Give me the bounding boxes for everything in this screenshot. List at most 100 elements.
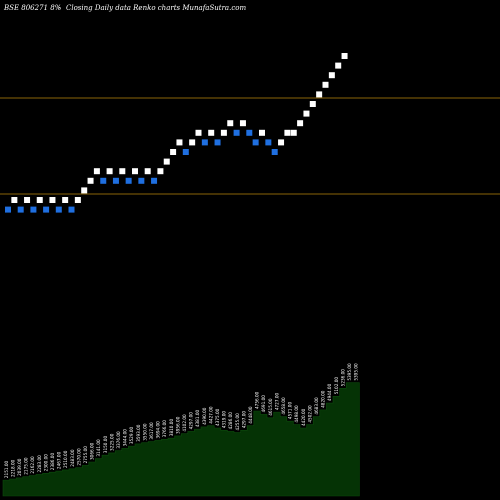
volume-label: 4319.00 <box>222 411 227 429</box>
volume-label: 3550.00 <box>142 423 147 441</box>
volume-label: 2386.00 <box>50 453 55 471</box>
up-brick <box>297 120 304 127</box>
down-brick <box>182 149 189 155</box>
volume-label: 5395.00 <box>354 363 359 381</box>
volume-area <box>2 382 360 497</box>
volume-label: 4944.00 <box>327 383 332 401</box>
volume-label: 2151.00 <box>4 460 9 478</box>
up-brick <box>74 197 81 203</box>
volume-label: 4297.00 <box>189 412 194 430</box>
down-brick <box>138 177 145 184</box>
up-brick <box>62 197 69 203</box>
volume-label: 4820.00 <box>321 390 326 408</box>
up-brick <box>239 120 246 127</box>
up-brick <box>106 168 113 175</box>
up-brick <box>316 91 323 98</box>
up-brick <box>144 168 151 175</box>
volume-label: 2467.00 <box>57 451 62 469</box>
up-brick <box>157 168 164 175</box>
up-brick <box>309 101 316 107</box>
volume-label: 4448.00 <box>248 406 253 424</box>
volume-label: 5236.00 <box>340 369 345 387</box>
chart-subtitle: Closing Daily data Renko charts MunafaSu… <box>66 4 246 12</box>
up-brick <box>132 168 138 175</box>
volume-label: 4375.00 <box>215 408 220 426</box>
volume-label: 4615.00 <box>268 398 273 416</box>
up-brick <box>24 197 31 203</box>
volume-label: 3694.00 <box>156 421 161 439</box>
volume-label: 2162.00 <box>30 456 35 474</box>
down-brick <box>5 206 11 213</box>
volume-label: 4297.00 <box>241 411 246 429</box>
up-brick <box>119 168 126 175</box>
up-brick <box>220 129 227 136</box>
down-brick <box>265 139 272 146</box>
up-brick <box>303 110 310 117</box>
volume-label: 4658.00 <box>281 397 286 415</box>
volume-label: 3593.00 <box>136 424 141 442</box>
volume-label: 4255.00 <box>235 413 240 431</box>
volume-label: 2755.00 <box>83 446 88 464</box>
volume-fill <box>2 382 360 497</box>
down-brick <box>112 177 119 184</box>
volume-label: 2039.00 <box>17 458 22 476</box>
up-brick <box>322 81 329 88</box>
down-brick <box>151 177 158 184</box>
volume-label: 3956.00 <box>175 416 180 434</box>
up-brick <box>87 177 94 184</box>
volume-label: 2283.00 <box>37 455 42 473</box>
down-brick <box>100 177 107 184</box>
up-brick <box>93 168 100 175</box>
volume-label: 3150.00 <box>103 436 108 454</box>
volume-label: 4381.00 <box>195 409 200 427</box>
up-brick <box>341 53 348 59</box>
up-brick <box>170 149 177 155</box>
volume-label: 3376.00 <box>116 431 121 449</box>
chart-header: BSE 806271 8% - Closing Daily data Renko… <box>3 4 246 12</box>
volume-label: 4390.00 <box>202 407 207 425</box>
volume-label: 4498.00 <box>294 405 299 423</box>
down-brick <box>125 177 132 184</box>
up-brick <box>284 129 291 136</box>
up-brick <box>189 139 196 146</box>
volume-label: 4420.00 <box>301 408 306 426</box>
down-brick <box>252 139 259 146</box>
volume-label: 4102.00 <box>182 414 187 432</box>
volume-label: 3617.00 <box>149 422 154 440</box>
down-brick <box>30 206 37 213</box>
volume-label: 3066.00 <box>90 442 95 460</box>
volume-label: 2300.00 <box>43 454 48 472</box>
up-brick <box>290 129 297 136</box>
up-brick <box>208 129 215 136</box>
up-brick <box>278 139 285 146</box>
volume-labels: 2151.00 2218.00 2039.00 2175.00 2162.00 2283.… <box>4 363 359 478</box>
volume-label: 5102.00 <box>334 377 339 395</box>
chart-symbol: BSE 806271 8% <box>3 4 62 12</box>
up-brick <box>36 197 43 203</box>
volume-label: 4427.00 <box>208 406 213 424</box>
down-brick <box>233 129 240 136</box>
level-lines <box>0 97 500 195</box>
up-brick <box>335 62 342 69</box>
up-brick <box>259 129 265 136</box>
volume-label: 4691.00 <box>261 395 266 413</box>
up-brick <box>163 158 170 165</box>
down-brick <box>43 206 50 213</box>
down-brick <box>271 149 278 155</box>
volume-label: 3529.00 <box>129 426 134 444</box>
chart-symbol-suffix: - <box>58 4 61 12</box>
up-brick <box>195 129 202 136</box>
volume-label: 3444.00 <box>123 429 128 447</box>
volume-label: 4756.00 <box>255 391 260 409</box>
volume-label: 4683.00 <box>314 397 319 415</box>
volume-label: 4571.00 <box>288 402 293 420</box>
volume-label: 3225.00 <box>109 433 114 451</box>
volume-label: 4502.00 <box>307 405 312 423</box>
volume-label: 4286.00 <box>228 412 233 430</box>
up-brick <box>11 197 18 203</box>
down-brick <box>201 139 208 146</box>
volume-label: 4727.00 <box>274 392 279 410</box>
up-brick <box>176 139 183 146</box>
down-brick <box>214 139 221 146</box>
up-brick <box>328 72 335 79</box>
